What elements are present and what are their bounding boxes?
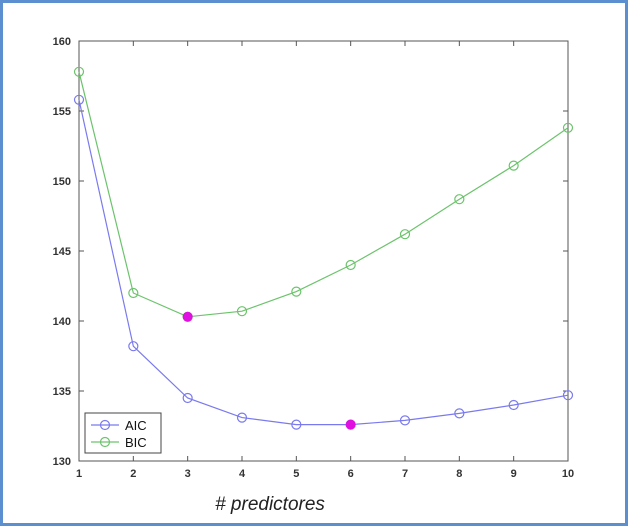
x-tick-label: 6 [348,468,354,480]
data-point-bic [236,306,248,317]
legend: AIC BIC [84,412,162,454]
data-point-aic [73,94,85,105]
data-point-aic [291,419,302,430]
legend-box [84,412,162,454]
y-tick-label: 160 [53,36,71,48]
data-point-bic [508,160,519,171]
data-point-aic [128,341,139,352]
data-point-bic [128,287,139,299]
y-tick-label: 145 [53,246,71,258]
legend-marker-aic [99,419,111,431]
x-tick-label: 1 [76,468,82,480]
x-axis: 1 2 3 4 5 6 7 8 9 10 [76,41,574,480]
x-tick-label: 7 [402,468,408,480]
x-tick-label: 5 [293,468,299,480]
legend-marker-bic [99,436,111,448]
data-point-bic [73,66,85,77]
minimum-marker-aic [345,419,356,430]
data-point-bic [399,229,411,240]
minimum-marker-bic [182,311,193,322]
legend-label-aic: AIC [125,418,147,433]
y-tick-label: 140 [53,316,71,328]
y-tick-label: 135 [53,386,71,398]
y-tick-label: 155 [53,106,71,118]
x-tick-label: 8 [456,468,462,480]
legend-label-bic: BIC [125,435,147,450]
y-tick-label: 130 [53,456,71,468]
data-point-aic [508,399,519,411]
data-point-bic [454,194,465,205]
x-tick-label: 9 [511,468,517,480]
x-tick-label: 10 [562,468,574,480]
data-point-aic [399,415,411,426]
series-line-aic [78,99,569,426]
data-point-aic [562,390,574,401]
highlight-layer [182,311,356,430]
x-tick-label: 3 [185,468,191,480]
data-point-aic [454,408,465,419]
series-line-bic [78,71,569,318]
data-point-bic [291,286,302,297]
data-point-bic [345,259,356,271]
y-axis: 130 135 140 145 150 155 160 [53,36,568,468]
data-point-aic [236,412,248,423]
data-point-aic [182,392,193,404]
data-point-bic [562,122,574,133]
plot-area [78,40,569,462]
x-tick-label: 4 [239,468,246,480]
x-tick-label: 2 [130,468,136,480]
y-tick-label: 150 [53,176,71,188]
x-axis-label: # predictores [215,494,325,515]
